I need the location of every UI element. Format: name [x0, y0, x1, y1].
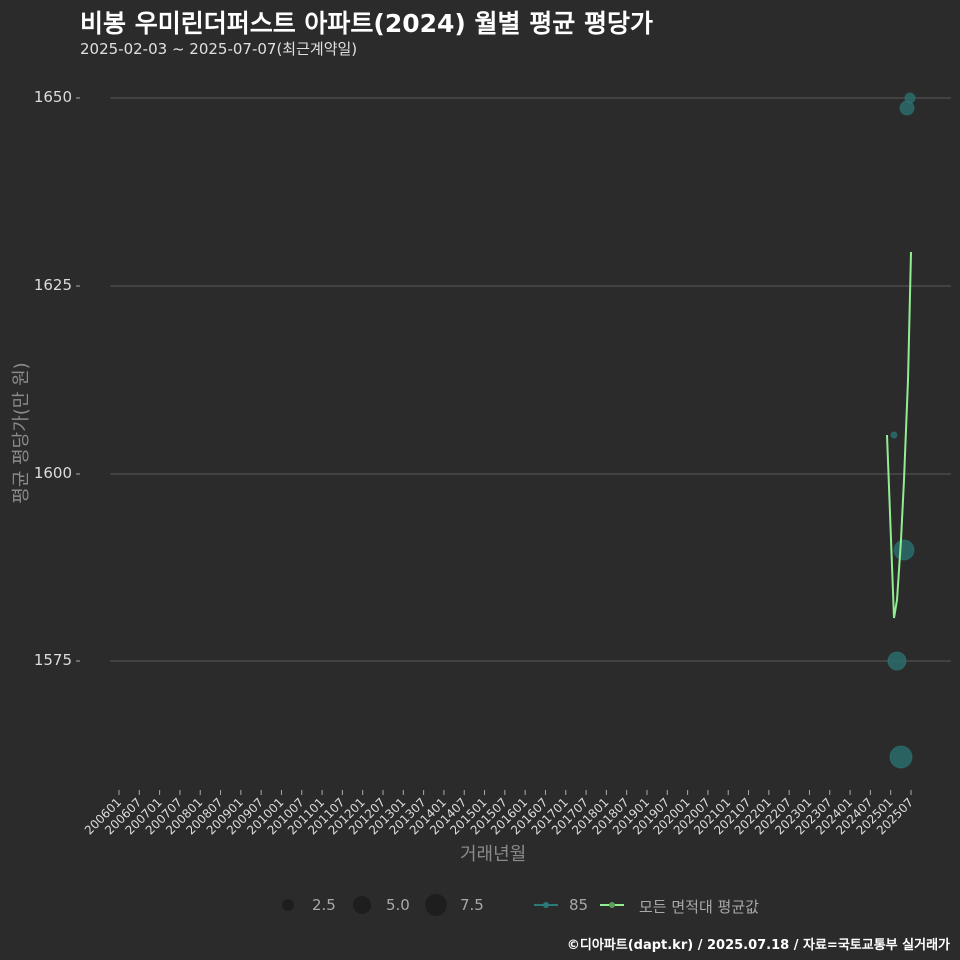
legend-glyphs	[282, 894, 624, 916]
chart-title: 비봉 우미린더퍼스트 아파트(2024) 월별 평균 평당가	[80, 9, 653, 38]
chart-subtitle: 2025-02-03 ~ 2025-07-07(최근계약일)	[80, 40, 358, 58]
y-tick-label: 1625	[33, 276, 72, 294]
legend-size-2-5: 2.5	[312, 896, 336, 914]
legend-size-7-5: 7.5	[460, 896, 484, 914]
footer-credit: ©디아파트(dapt.kr) / 2025.07.18 / 자료=국토교통부 실…	[566, 938, 950, 953]
legend-size-5-0: 5.0	[386, 896, 410, 914]
gridlines	[110, 97, 951, 662]
legend-series-all: 모든 면적대 평균값	[639, 898, 759, 916]
legend-series-85: 85	[569, 896, 589, 914]
y-tick-label: 1575	[33, 651, 72, 669]
x-axis-title: 거래년월	[460, 844, 527, 865]
x-axis-ticks: 2006012006072007012007072008012008072009…	[82, 790, 916, 838]
series-85-points	[887, 92, 916, 769]
y-tick-label: 1650	[33, 88, 72, 106]
series-all-line	[886, 251, 912, 619]
y-tick-label: 1600	[33, 464, 72, 482]
y-axis-title: 평균 평당가(만 원)	[11, 362, 32, 504]
